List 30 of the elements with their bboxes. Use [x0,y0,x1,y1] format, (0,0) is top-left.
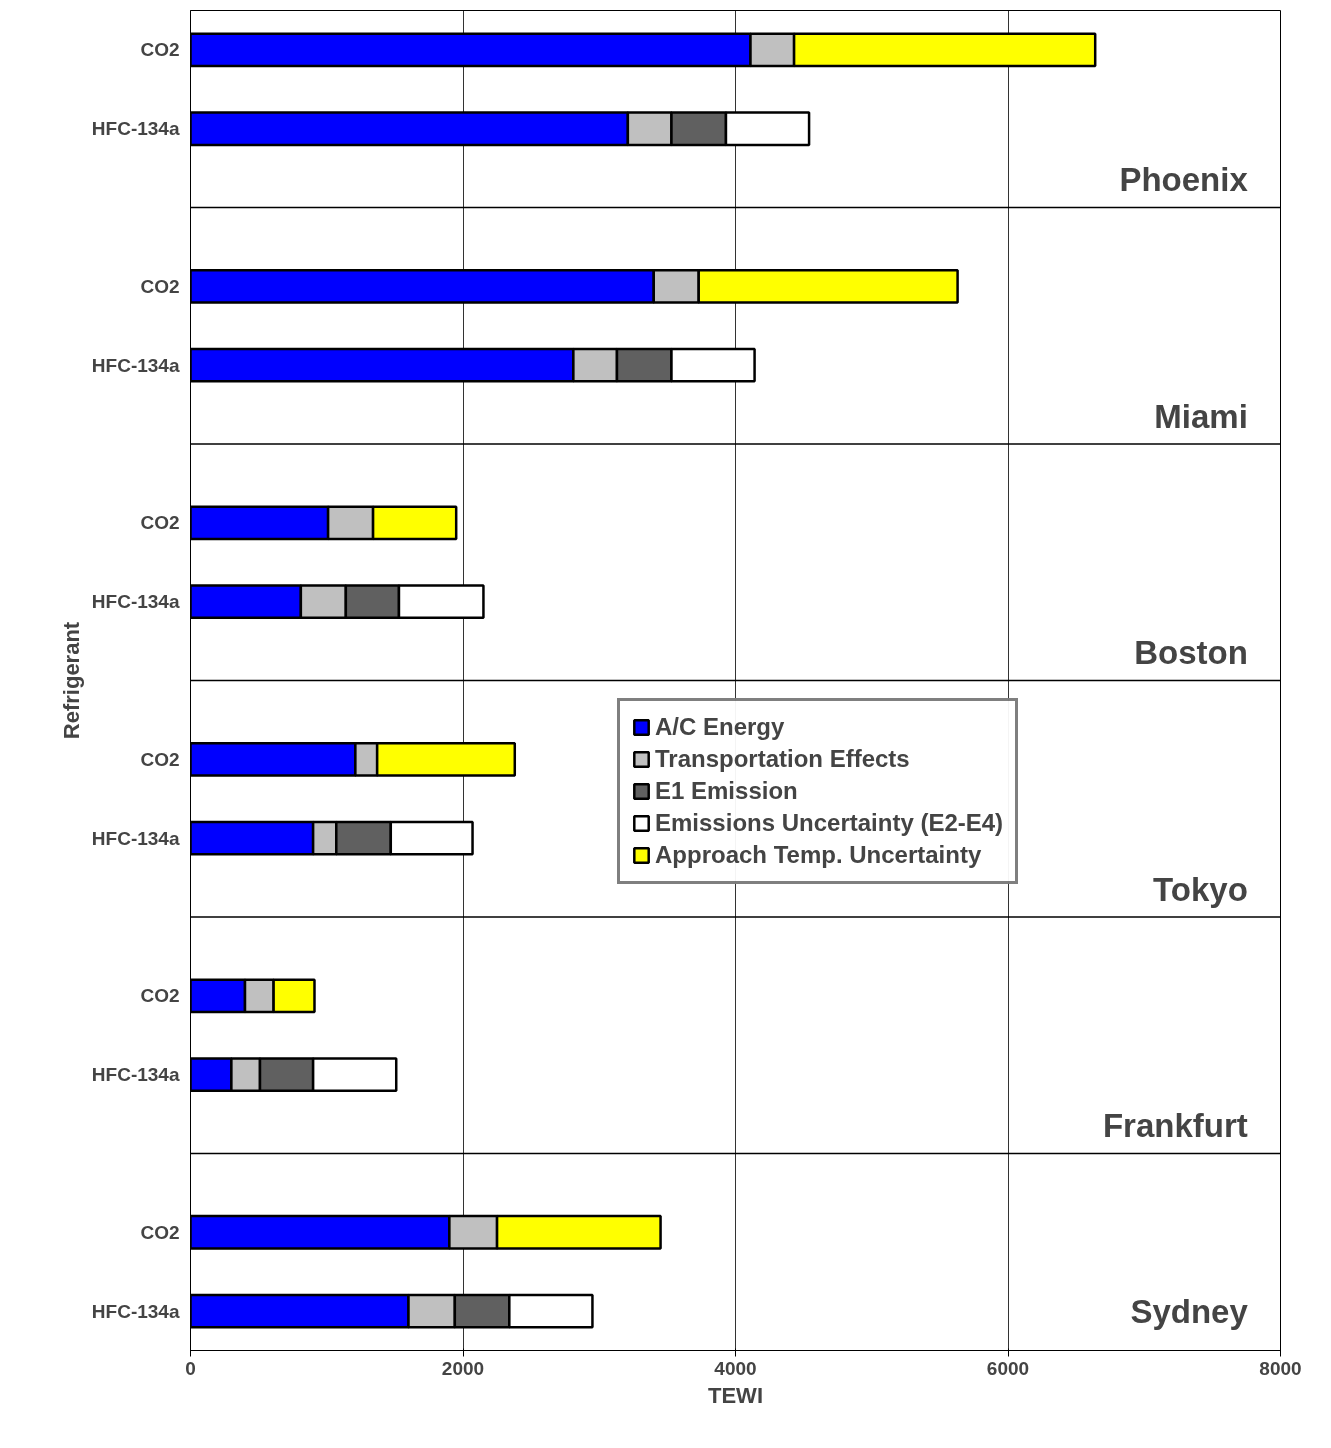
y-tick-label: CO2 [140,1221,180,1243]
legend-label: E1 Emission [655,777,798,805]
y-tick-label: CO2 [140,512,180,534]
y-tick-label: CO2 [140,275,180,297]
annotation: Phoenix [1119,161,1249,199]
annotation: Frankfurt [1102,1107,1248,1145]
annotation: Boston [1134,634,1248,672]
y-tick-label: CO2 [140,748,180,770]
x-tick-label: 6000 [986,1357,1030,1379]
legend-label: Approach Temp. Uncertainty [655,841,982,869]
y-tick-label: HFC-134a [91,118,180,140]
x-tick-label: 0 [185,1357,196,1379]
annotation: Sydney [1130,1292,1249,1330]
y-tick-label: HFC-134a [91,591,180,613]
x-axis-title: TEWI [708,1382,764,1408]
annotation: Miami [1154,397,1248,435]
annotation: Tokyo [1153,870,1248,908]
y-tick-label: HFC-134a [91,1300,180,1322]
x-tick-label: 4000 [714,1357,757,1379]
x-tick-label: 2000 [441,1357,485,1379]
legend-label: Emissions Uncertainty (E2-E4) [655,809,1004,837]
x-tick-label: 8000 [1259,1357,1302,1379]
y-tick-label: HFC-134a [91,827,180,849]
legend-label: Transportation Effects [655,745,910,773]
y-tick-label: CO2 [140,39,180,61]
legend-label: A/C Energy [655,713,785,741]
y-tick-label: HFC-134a [91,354,180,376]
y-tick-label: CO2 [140,985,180,1007]
y-tick-label: HFC-134a [91,1064,180,1086]
y-axis-title: Refrigerant [58,621,84,740]
